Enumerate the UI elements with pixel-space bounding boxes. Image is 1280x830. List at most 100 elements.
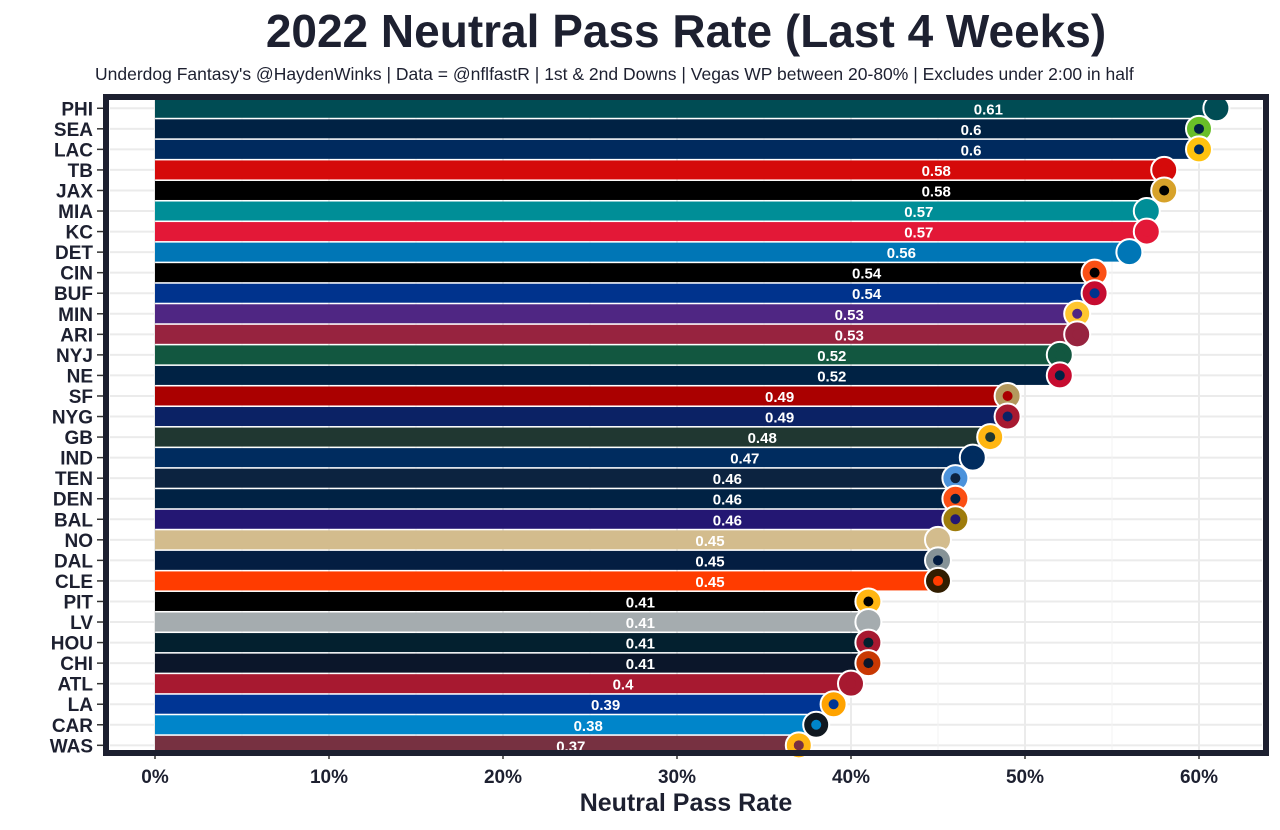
- y-tick-label: DAL: [54, 551, 93, 572]
- team-logo-center: [967, 452, 978, 463]
- value-label: 0.39: [591, 697, 620, 714]
- y-tick-label: CAR: [52, 716, 93, 737]
- team-logo-center: [1141, 226, 1152, 237]
- plot-border: [103, 94, 1269, 756]
- bar-den: [155, 489, 956, 509]
- team-logo-center: [950, 493, 961, 504]
- bar-kc: [155, 222, 1147, 242]
- x-tick-label: 0%: [141, 767, 169, 788]
- bar-mia: [155, 201, 1147, 221]
- y-tick-label: NO: [65, 531, 94, 552]
- team-logo-center: [863, 617, 874, 628]
- bar-cle: [155, 571, 938, 591]
- y-tick-label: LV: [70, 613, 93, 634]
- value-label: 0.56: [887, 245, 916, 262]
- bar-ari: [155, 324, 1078, 344]
- value-label: 0.54: [852, 266, 882, 283]
- value-label: 0.45: [695, 533, 724, 550]
- team-logo-center: [1002, 390, 1013, 401]
- value-label: 0.46: [713, 512, 742, 529]
- x-tick-label: 20%: [484, 767, 522, 788]
- value-label: 0.48: [748, 430, 777, 447]
- bar-chi: [155, 653, 869, 673]
- y-tick-label: MIN: [58, 305, 93, 326]
- value-label: 0.46: [713, 471, 742, 488]
- value-label: 0.47: [730, 451, 759, 468]
- team-logo-center: [1002, 411, 1013, 422]
- value-label: 0.45: [695, 574, 724, 591]
- bar-lac: [155, 139, 1199, 159]
- chart-title: 2022 Neutral Pass Rate (Last 4 Weeks): [265, 5, 1107, 57]
- team-logo-center: [1194, 123, 1204, 134]
- team-logo-center: [950, 514, 961, 525]
- y-tick-label: TB: [68, 161, 93, 182]
- y-tick-label: BUF: [54, 284, 93, 305]
- value-label: 0.46: [713, 492, 742, 509]
- y-tick-label: PIT: [63, 592, 93, 613]
- y-tick-label: CLE: [55, 572, 93, 593]
- value-label: 0.41: [626, 636, 655, 653]
- x-tick-label: 50%: [1006, 767, 1044, 788]
- y-tick-label: CHI: [60, 654, 93, 675]
- y-tick-label: CIN: [60, 264, 93, 285]
- value-label: 0.61: [974, 101, 1003, 118]
- y-tick-label: NE: [67, 366, 93, 387]
- y-tick-label: JAX: [56, 181, 93, 202]
- team-logo-center: [1194, 144, 1204, 155]
- team-logo-center: [1072, 329, 1083, 340]
- x-tick-label: 30%: [658, 767, 696, 788]
- y-tick-label: HOU: [51, 634, 93, 655]
- y-tick-label: WAS: [50, 736, 93, 757]
- team-logo-center: [1141, 206, 1152, 217]
- value-label: 0.58: [922, 183, 951, 200]
- team-logo-center: [1211, 103, 1222, 114]
- value-label: 0.54: [852, 286, 882, 303]
- x-tick-label: 10%: [310, 767, 348, 788]
- y-tick-label: DEN: [53, 490, 93, 511]
- team-logo-center: [933, 575, 943, 586]
- bar-min: [155, 304, 1078, 324]
- bar-sea: [155, 119, 1199, 139]
- bar-hou: [155, 633, 869, 653]
- bar-layer: [155, 98, 1217, 755]
- y-tick-label: ATL: [57, 675, 93, 696]
- team-logo-center: [846, 678, 856, 689]
- value-label-layer: 0.61 0.6 0.6 0.58 0.58 0.57 0.57 0.56 0.54 0.54 0.…: [556, 101, 1003, 755]
- bar-nyj: [155, 345, 1060, 365]
- y-tick-label: MIA: [58, 202, 93, 223]
- value-label: 0.38: [574, 718, 603, 735]
- value-label: 0.49: [765, 410, 794, 427]
- team-logo-center: [985, 432, 996, 443]
- y-tick-label: KC: [66, 223, 94, 244]
- y-tick-label: SF: [69, 387, 93, 408]
- team-logo-center: [811, 719, 822, 730]
- value-label: 0.52: [817, 368, 846, 385]
- team-logo-center: [933, 555, 943, 566]
- value-label: 0.41: [626, 594, 655, 611]
- value-label: 0.41: [626, 615, 655, 632]
- y-tick-label: DET: [55, 243, 93, 264]
- y-tick-label: IND: [60, 449, 93, 470]
- team-logo-center: [1054, 349, 1065, 360]
- value-label: 0.58: [922, 163, 951, 180]
- bar-dal: [155, 550, 938, 570]
- team-logo-center: [1124, 247, 1135, 258]
- team-logo-center: [828, 699, 839, 710]
- chart-subtitle: Underdog Fantasy's @HaydenWinks | Data =…: [95, 64, 1134, 84]
- bar-phi: [155, 98, 1217, 118]
- bar-car: [155, 715, 817, 735]
- bar-gb: [155, 427, 991, 447]
- bar-bal: [155, 509, 956, 529]
- value-label: 0.49: [765, 389, 794, 406]
- team-logo-center: [863, 658, 874, 669]
- team-logo-center: [793, 740, 804, 751]
- team-logo-center: [1089, 267, 1100, 278]
- bar-ind: [155, 448, 973, 468]
- bar-pit: [155, 591, 869, 611]
- y-tick-label: LAC: [54, 140, 93, 161]
- team-logo-center: [863, 596, 874, 607]
- bar-nyg: [155, 407, 1008, 427]
- team-logo-center: [863, 637, 874, 648]
- bar-buf: [155, 283, 1095, 303]
- x-axis-label: Neutral Pass Rate: [579, 789, 793, 817]
